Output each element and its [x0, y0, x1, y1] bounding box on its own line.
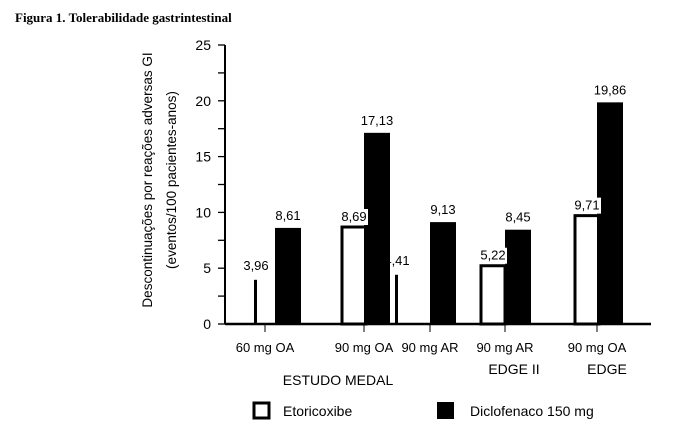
- bar-diclofenaco: [505, 229, 531, 324]
- data-label-bg: [338, 209, 368, 226]
- x-group-label: EDGE: [587, 361, 627, 377]
- y-tick-label: 5: [203, 260, 211, 276]
- legend-swatch-diclofenaco: [437, 402, 454, 419]
- y-axis-title-line1: Descontinuações por reações adversas GI: [140, 52, 155, 307]
- data-label-diclofenaco: 8,61: [275, 208, 300, 223]
- legend-label-etoricoxibe: Etoricoxibe: [283, 403, 352, 419]
- legend: Etoricoxibe Diclofenaco 150 mg: [252, 401, 594, 420]
- y-tick-label: 15: [195, 149, 211, 165]
- data-label-bg: [477, 247, 507, 264]
- y-tick-label: 25: [195, 37, 211, 53]
- x-category-label: 90 mg AR: [476, 340, 533, 355]
- labels: 3,96 8,61 8,69 17,13 4,41 9,13 5,22 8,45 9,71 19,…: [236, 82, 627, 388]
- bar-diclofenaco: [597, 102, 623, 324]
- data-label-etoricoxibe: 8,69: [341, 209, 366, 224]
- y-axis-title-line2: (eventos/100 pacientes-anos): [164, 91, 179, 269]
- data-label-diclofenaco: 8,45: [505, 210, 530, 225]
- data-label-etoricoxibe: 3,96: [243, 258, 268, 273]
- legend-label-diclofenaco: Diclofenaco 150 mg: [470, 403, 594, 419]
- bar-diclofenaco: [275, 227, 301, 324]
- bars: [254, 102, 623, 326]
- y-tick-label: 20: [195, 93, 211, 109]
- y-tick-label: 0: [203, 316, 211, 332]
- bar-etoricoxibe: [340, 225, 368, 326]
- data-label-bg: [571, 197, 601, 214]
- bar-etoricoxibe: [573, 214, 601, 326]
- bar-etoricoxibe: [395, 274, 398, 324]
- figure-title: Figura 1. Tolerabilidade gastrintestinal: [15, 10, 232, 25]
- x-category-label: 90 mg OA: [335, 340, 394, 355]
- legend-swatch-etoricoxibe: [252, 401, 271, 420]
- data-label-diclofenaco: 17,13: [361, 113, 394, 128]
- x-group-label: EDGE II: [488, 361, 539, 377]
- x-category-label: 60 mg OA: [236, 340, 295, 355]
- x-category-label: 90 mg AR: [401, 340, 458, 355]
- data-label-etoricoxibe: 4,41: [384, 253, 409, 268]
- data-label-diclofenaco: 19,86: [594, 82, 627, 97]
- data-label-etoricoxibe: 9,71: [574, 198, 599, 213]
- bar-diclofenaco: [430, 222, 456, 324]
- y-tick-label: 10: [195, 204, 211, 220]
- bar-etoricoxibe: [254, 279, 257, 324]
- data-label-etoricoxibe: 5,22: [480, 248, 505, 263]
- data-label-diclofenaco: 9,13: [430, 202, 455, 217]
- bar-diclofenaco: [364, 132, 390, 324]
- bar-etoricoxibe: [479, 264, 507, 326]
- x-category-label: 90 mg OA: [568, 340, 627, 355]
- x-group-label: ESTUDO MEDAL: [283, 372, 394, 388]
